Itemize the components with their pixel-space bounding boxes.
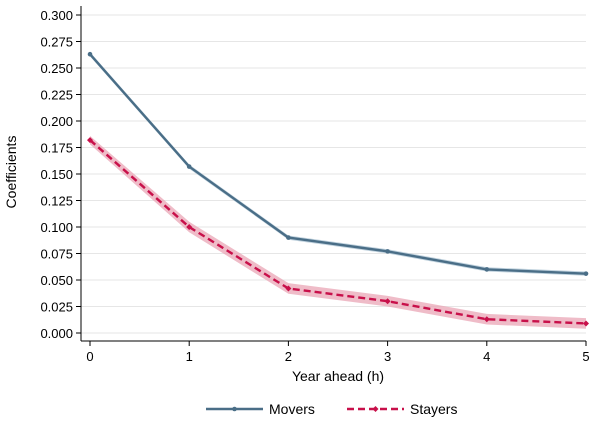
movers-point (87, 51, 93, 57)
legend-label-movers: Movers (269, 401, 315, 417)
stayers-line (89, 139, 587, 325)
legend: Movers Stayers (206, 401, 457, 417)
confidence-bands (90, 52, 586, 329)
grid-layer (81, 14, 586, 334)
y-tick-label: 0.275 (40, 35, 73, 50)
x-axis-label: Year ahead (h) (292, 368, 384, 384)
movers-point (484, 267, 490, 272)
y-tick-label: 0.200 (40, 114, 73, 129)
movers-point (583, 271, 589, 276)
y-tick-label: 0.175 (40, 141, 73, 156)
x-tick-label: 5 (582, 349, 589, 364)
x-tick-label: 1 (186, 349, 193, 364)
axes: 0.000 0.025 0.050 0.075 0.100 0.125 0.150 0.175… (40, 6, 590, 364)
y-tick-label: 0.075 (40, 247, 73, 262)
stayers-point (384, 298, 391, 305)
stayers-point (285, 285, 292, 292)
x-tick-label: 3 (384, 349, 391, 364)
y-axis-label: Coefficients (3, 136, 19, 209)
movers-line (89, 53, 587, 275)
movers-point (385, 249, 390, 254)
stayers-point (87, 137, 93, 144)
series-lines (87, 51, 589, 327)
x-tick-label: 0 (86, 349, 93, 364)
legend-marker-stayers (372, 406, 379, 412)
y-tick-label: 0.300 (40, 8, 73, 23)
x-tick-label: 2 (285, 349, 292, 364)
y-tick-label: 0.100 (40, 220, 73, 235)
stayers-point (186, 224, 193, 230)
movers-confidence-band (90, 52, 586, 276)
stayers-point (483, 316, 490, 323)
stayers-confidence-band (90, 135, 586, 329)
legend-label-stayers: Stayers (410, 401, 457, 417)
movers-point (186, 164, 192, 169)
x-tick-label: 4 (483, 349, 490, 364)
y-tick-label: 0.050 (40, 273, 73, 288)
movers-point (286, 235, 291, 240)
legend-marker-movers (232, 406, 237, 412)
y-tick-label: 0.125 (40, 194, 73, 209)
y-tick-label: 0.150 (40, 167, 73, 182)
y-tick-label: 0.250 (40, 61, 73, 76)
stayers-point (583, 320, 589, 327)
y-tick-label: 0.225 (40, 88, 73, 103)
y-tick-label: 0.000 (40, 326, 73, 341)
y-tick-label: 0.025 (40, 300, 73, 315)
